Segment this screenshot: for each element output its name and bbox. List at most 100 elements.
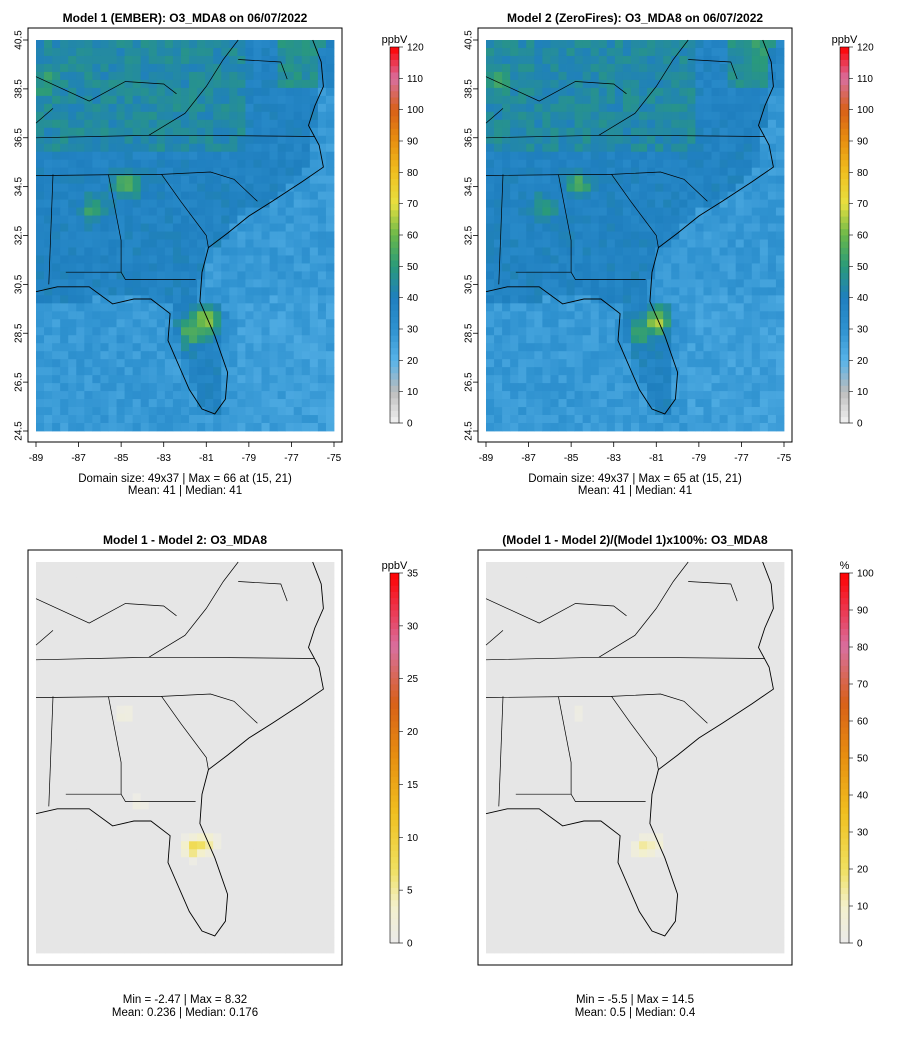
grid-cell [44,641,53,651]
grid-cell [92,769,101,778]
grid-cell [44,753,53,762]
grid-cell [759,127,769,137]
grid-cell [293,135,303,145]
grid-cell [180,729,190,738]
grid-cell [630,359,640,368]
grid-cell [285,151,295,161]
grid-cell [630,343,640,352]
grid-cell [767,247,777,256]
grid-cell [36,143,45,153]
grid-cell [237,737,246,746]
grid-cell [100,569,109,579]
grid-cell [172,577,182,587]
grid-cell [574,287,584,296]
grid-cell [606,263,616,272]
grid-cell [534,247,543,256]
grid-cell [590,175,600,185]
grid-cell [663,111,672,121]
grid-cell [100,279,109,288]
grid-cell [148,79,158,89]
grid-cell [301,769,311,778]
grid-cell [719,215,729,224]
grid-cell [164,71,174,81]
grid-cell [213,207,222,216]
grid-cell [132,335,142,344]
grid-cell [590,63,600,73]
grid-cell [76,665,85,675]
grid-cell [285,79,295,89]
grid-cell [116,562,125,571]
grid-cell [76,175,85,185]
grid-cell [622,71,632,81]
grid-cell [614,263,624,272]
grid-cell [309,55,319,65]
grid-cell [36,223,45,232]
grid-cell [180,279,190,288]
grid-cell [285,191,295,200]
grid-cell [172,279,182,288]
grid-cell [36,303,45,312]
grid-cell [550,111,559,121]
grid-cell [76,207,85,216]
grid-cell [751,71,761,81]
grid-cell [124,697,134,707]
axes: -89 -87 -85 -83 -81 -79 -77 -7524.526.528.530.5… [14,30,342,464]
grid-cell [253,729,262,738]
grid-cell [301,569,311,579]
grid-cell [148,375,158,384]
grid-cell [229,71,238,81]
grid-cell [285,55,295,65]
grid-cell [52,303,61,312]
grid-cell [767,79,777,89]
grid-cell [494,103,503,113]
grid-cell [582,335,592,344]
grid-cell [679,47,688,57]
grid-cell [775,199,785,208]
grid-cell [494,71,503,81]
grid-cell [164,255,174,264]
grid-cell [221,665,230,675]
grid-cell [205,375,214,384]
grid-cell [606,239,616,248]
grid-cell [751,103,761,113]
grid-cell [132,753,142,762]
grid-cell [574,63,584,73]
grid-cell [703,135,712,145]
grid-cell [719,167,729,177]
state-border [35,134,315,139]
grid-cell [253,79,262,89]
grid-cell [180,151,190,161]
grid-cell [100,681,109,691]
grid-cell [687,207,696,216]
grid-cell [108,263,117,272]
grid-cell [325,423,335,432]
grid-cell [566,399,575,408]
grid-cell [148,95,158,105]
grid-cell [317,681,327,691]
grid-cell [261,167,270,177]
grid-cell [108,95,117,105]
grid-cell [164,335,174,344]
grid-cell [317,191,327,200]
grid-cell [695,303,704,312]
grid-cell [132,215,142,224]
colorbar-tick-label: 70 [857,199,869,210]
grid-cell [205,649,214,659]
grid-cell [221,625,230,635]
grid-cell [582,79,592,89]
grid-cell [148,40,158,49]
grid-cell [68,769,77,778]
grid-cell [68,191,77,200]
grid-cell [598,87,608,97]
grid-cell [229,47,238,57]
grid-cell [269,609,279,619]
grid-cell [663,327,672,336]
grid-cell [205,697,214,707]
grid-cell [221,191,230,200]
grid-cell [655,383,664,392]
grid-cell [526,207,535,216]
grid-cell [60,215,69,224]
grid-cell [44,111,53,121]
grid-cell [639,151,648,161]
grid-cell [622,383,632,392]
